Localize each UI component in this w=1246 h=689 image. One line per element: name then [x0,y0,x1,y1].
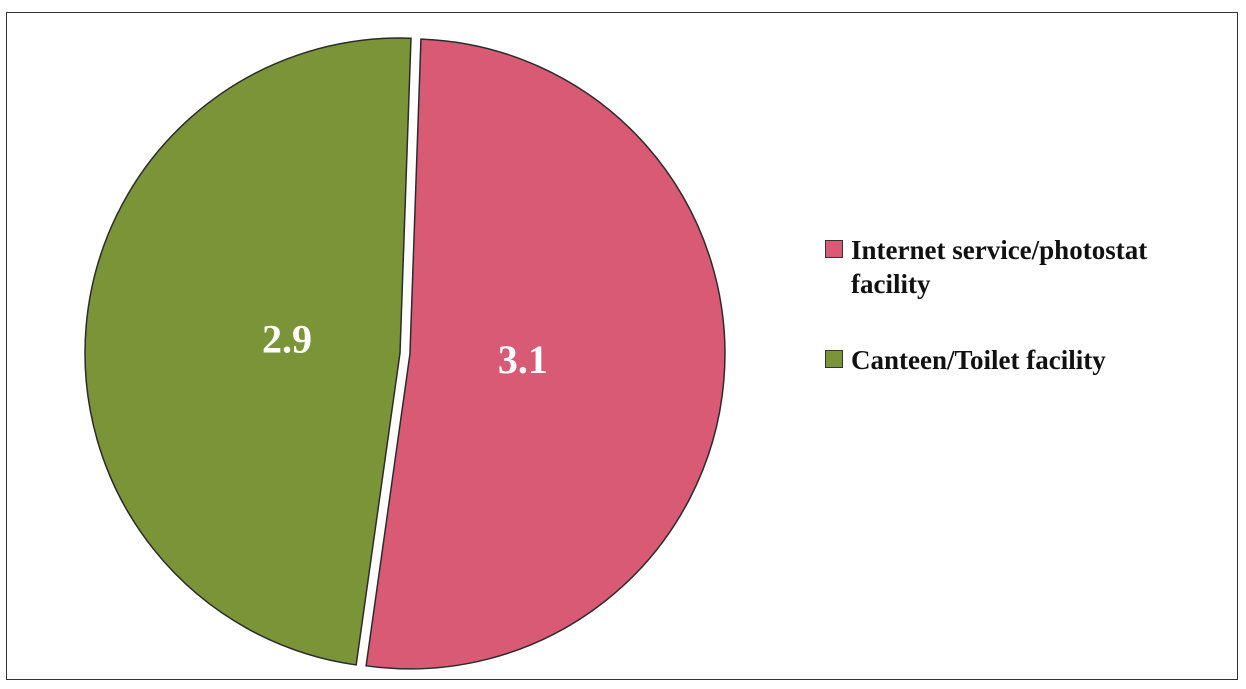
legend-swatch-canteen [825,350,843,368]
slice-internet-service [365,38,726,670]
data-label-internet-service: 3.1 [498,337,548,382]
legend-item-internet: Internet service/photostat facility [825,233,1225,301]
legend-item-canteen: Canteen/Toilet facility [825,343,1225,377]
chart-frame: 3.1 2.9 Internet service/photostat facili… [6,12,1238,680]
legend-label-internet: Internet service/photostat facility [851,235,1148,299]
pie-chart: 3.1 2.9 [84,37,726,670]
slice-canteen-toilet [84,37,412,666]
data-label-canteen-toilet: 2.9 [262,316,312,361]
legend: Internet service/photostat facility Cant… [825,233,1225,419]
legend-swatch-internet [825,240,843,258]
legend-label-canteen: Canteen/Toilet facility [851,345,1106,375]
